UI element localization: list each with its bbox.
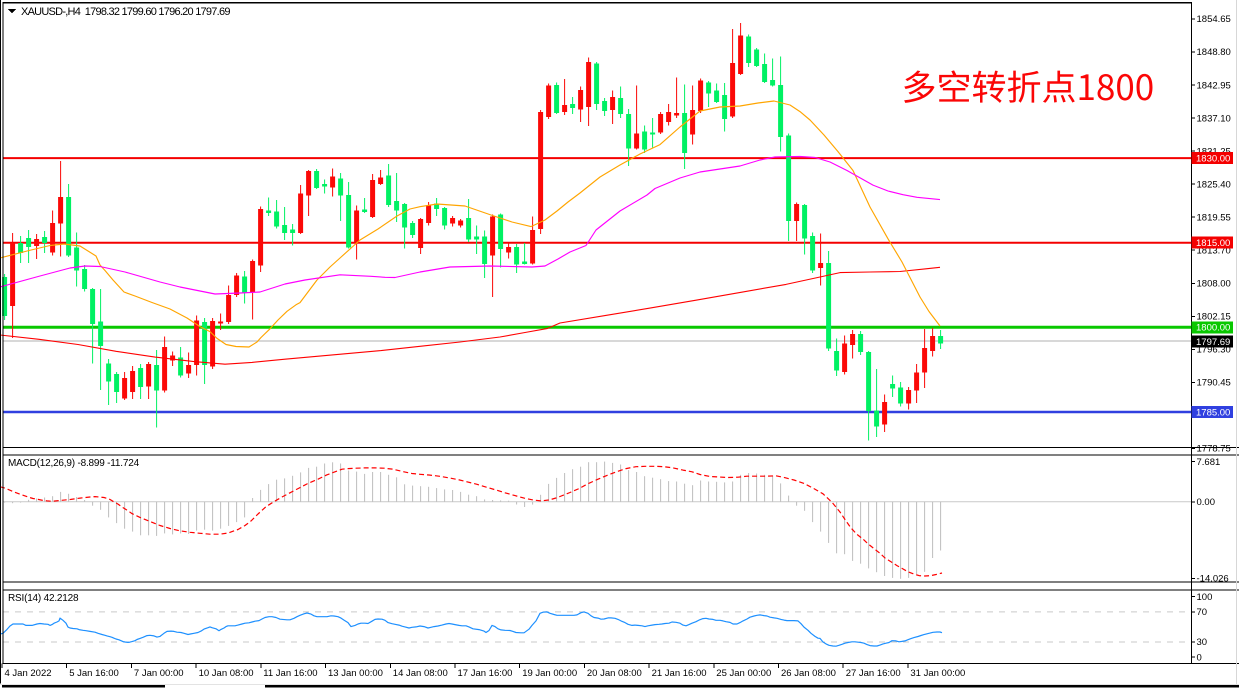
svg-text:0.00: 0.00 [1197, 497, 1216, 508]
svg-text:4 Jan 2022: 4 Jan 2022 [5, 668, 52, 679]
svg-text:70: 70 [1197, 607, 1208, 618]
svg-text:1815.00: 1815.00 [1196, 238, 1230, 249]
svg-text:30: 30 [1197, 637, 1208, 648]
svg-text:7.681: 7.681 [1197, 457, 1221, 468]
svg-text:1790.45: 1790.45 [1197, 378, 1231, 389]
svg-text:1797.69: 1797.69 [1196, 337, 1230, 348]
svg-text:1831.25: 1831.25 [1197, 146, 1231, 157]
svg-text:1778.75: 1778.75 [1197, 444, 1231, 455]
svg-text:0: 0 [1197, 652, 1202, 663]
svg-text:17 Jan 16:00: 17 Jan 16:00 [458, 668, 513, 679]
svg-text:1796.30: 1796.30 [1197, 345, 1231, 356]
svg-text:100: 100 [1197, 592, 1213, 603]
svg-text:11 Jan 16:00: 11 Jan 16:00 [263, 668, 317, 679]
svg-text:21 Jan 16:00: 21 Jan 16:00 [652, 668, 707, 679]
svg-text:XAUUSD-,H4 1798.32 1799.60 17: XAUUSD-,H4 1798.32 1799.60 1796.20 1797.… [21, 6, 230, 18]
svg-text:5 Jan 16:00: 5 Jan 16:00 [69, 668, 119, 679]
svg-text:25 Jan 00:00: 25 Jan 00:00 [716, 668, 771, 679]
svg-text:19 Jan 00:00: 19 Jan 00:00 [522, 668, 577, 679]
svg-text:1802.15: 1802.15 [1197, 312, 1231, 323]
svg-text:1837.10: 1837.10 [1197, 113, 1231, 124]
svg-text:-14.026: -14.026 [1197, 574, 1229, 585]
svg-text:1830.00: 1830.00 [1196, 154, 1230, 165]
svg-text:31 Jan 00:00: 31 Jan 00:00 [910, 668, 965, 679]
svg-text:MACD(12,26,9) -8.899 -11.724: MACD(12,26,9) -8.899 -11.724 [8, 458, 140, 469]
svg-text:14 Jan 08:00: 14 Jan 08:00 [393, 668, 448, 679]
svg-text:26 Jan 08:00: 26 Jan 08:00 [781, 668, 836, 679]
svg-text:1813.70: 1813.70 [1197, 245, 1231, 256]
svg-text:7 Jan 00:00: 7 Jan 00:00 [134, 668, 184, 679]
svg-text:27 Jan 16:00: 27 Jan 16:00 [846, 668, 901, 679]
svg-text:1825.40: 1825.40 [1197, 179, 1231, 190]
svg-text:1819.55: 1819.55 [1197, 212, 1231, 223]
svg-text:1785.00: 1785.00 [1196, 407, 1230, 418]
svg-text:13 Jan 00:00: 13 Jan 00:00 [328, 668, 383, 679]
svg-text:20 Jan 08:00: 20 Jan 08:00 [587, 668, 642, 679]
svg-text:1800.00: 1800.00 [1196, 323, 1230, 334]
svg-text:1842.95: 1842.95 [1197, 80, 1231, 91]
svg-text:1808.00: 1808.00 [1197, 279, 1231, 290]
svg-text:1854.65: 1854.65 [1197, 14, 1231, 25]
svg-text:10 Jan 08:00: 10 Jan 08:00 [199, 668, 254, 679]
svg-text:RSI(14) 42.2128: RSI(14) 42.2128 [8, 593, 79, 604]
svg-text:1848.80: 1848.80 [1197, 47, 1231, 58]
